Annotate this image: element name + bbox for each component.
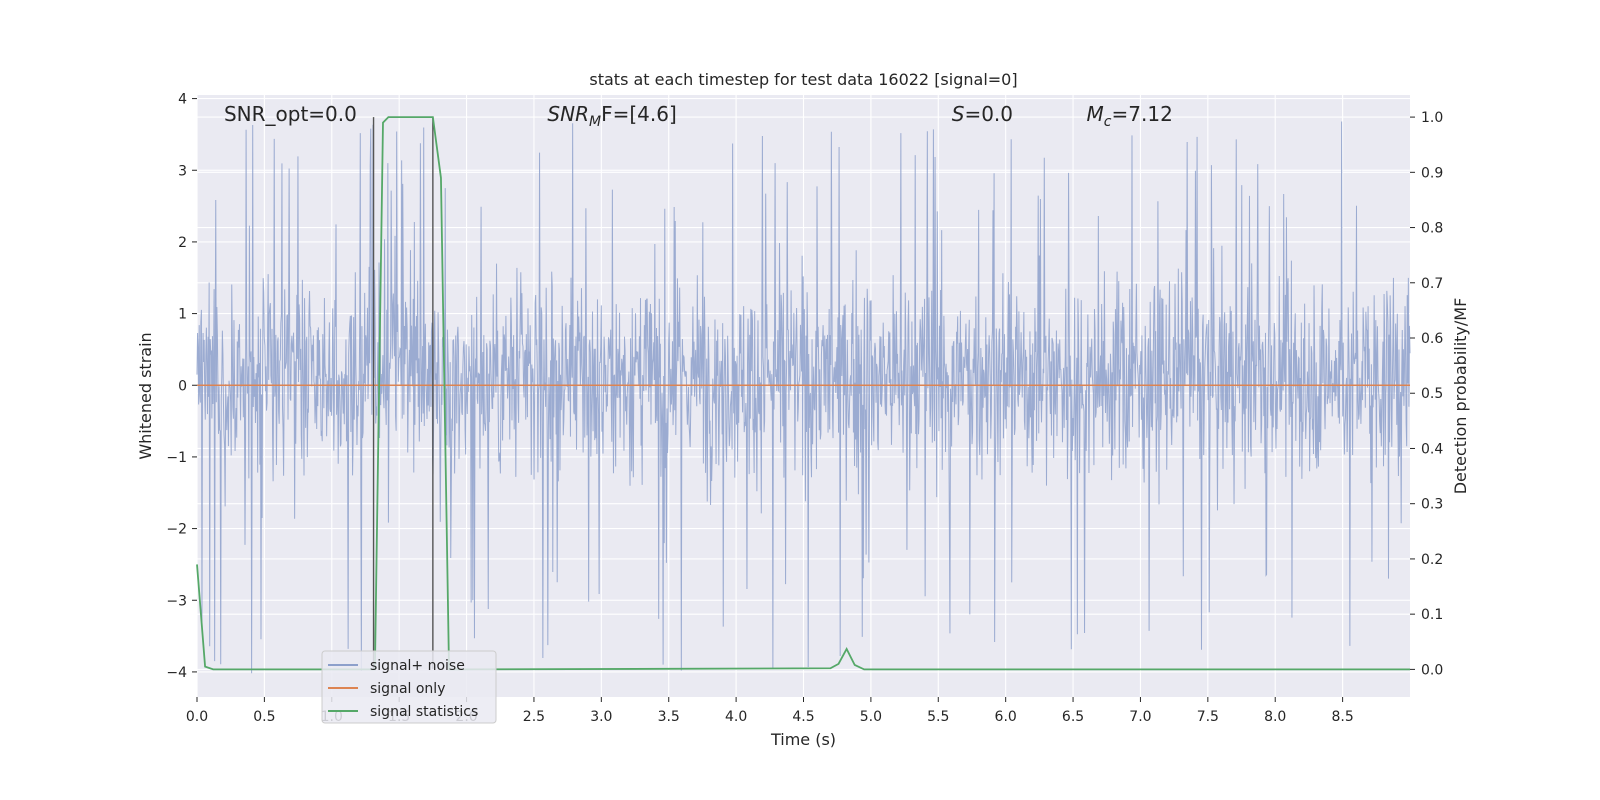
x-tick-label-16: 8.0 bbox=[1264, 709, 1286, 725]
series-signal-statistics bbox=[196, 116, 1410, 671]
chart-title: stats at each timestep for test data 160… bbox=[589, 70, 1017, 89]
y-right-tick-label-8: 0.8 bbox=[1421, 221, 1443, 237]
annotation-mc-text: =7.12 bbox=[1112, 102, 1173, 126]
x-tick-label-17: 8.5 bbox=[1331, 709, 1353, 725]
y-left-tick-label-4: 0 bbox=[178, 378, 187, 394]
annotation-mc-prefix: M bbox=[1087, 102, 1104, 126]
y-right-tick-label-7: 0.7 bbox=[1421, 276, 1443, 292]
y-right-tick-label-4: 0.4 bbox=[1421, 441, 1443, 457]
x-tick-label-8: 4.0 bbox=[725, 709, 747, 725]
annotation-snr-opt: SNR_opt=0.0 bbox=[224, 102, 357, 126]
y-left-tick-label-8: 4 bbox=[178, 92, 187, 108]
annotation-snr-opt-text: SNR_opt=0.0 bbox=[224, 102, 357, 126]
x-tick-label-5: 2.5 bbox=[523, 709, 545, 725]
y-right-tick-label-5: 0.5 bbox=[1421, 386, 1443, 402]
y-left-tick-label-6: 2 bbox=[178, 235, 187, 251]
series-layer bbox=[196, 116, 1411, 674]
y-right-tick-label-1: 0.1 bbox=[1421, 607, 1443, 623]
vertical-markers bbox=[372, 117, 434, 669]
x-tick-label-7: 3.5 bbox=[658, 709, 680, 725]
y-left-tick-label-0: −4 bbox=[166, 665, 187, 681]
annotation-s: S=0.0 bbox=[952, 102, 1013, 126]
annotation-mc: Mc=7.12 bbox=[1087, 102, 1173, 130]
y-right-tick-label-10: 1.0 bbox=[1421, 110, 1443, 126]
y-axis-right-label: Detection probability/MF bbox=[1451, 298, 1470, 495]
x-tick-label-1: 0.5 bbox=[253, 709, 275, 725]
y-right-tick-label-9: 0.9 bbox=[1421, 165, 1443, 181]
ticks: 0.00.51.01.52.02.53.03.54.04.55.05.56.06… bbox=[166, 92, 1443, 725]
legend-label-signal-statistics: signal statistics bbox=[370, 704, 478, 720]
annotation-mc-sub: c bbox=[1104, 114, 1112, 130]
y-left-tick-label-3: −1 bbox=[166, 450, 187, 466]
x-tick-label-0: 0.0 bbox=[186, 709, 208, 725]
x-tick-label-6: 3.0 bbox=[590, 709, 612, 725]
annotation-s-prefix: S bbox=[952, 102, 965, 126]
y-axis-left-label: Whitened strain bbox=[136, 332, 155, 459]
x-axis-label: Time (s) bbox=[770, 730, 836, 749]
y-right-tick-label-2: 0.2 bbox=[1421, 552, 1443, 568]
x-tick-label-15: 7.5 bbox=[1197, 709, 1219, 725]
x-tick-label-9: 4.5 bbox=[792, 709, 814, 725]
annotations: SNR_opt=0.0 SNRMF=[4.6] S=0.0 Mc=7.12 bbox=[224, 102, 1173, 130]
y-left-tick-label-5: 1 bbox=[178, 307, 187, 323]
x-tick-label-13: 6.5 bbox=[1062, 709, 1084, 725]
legend-box bbox=[321, 650, 497, 724]
y-left-tick-label-1: −3 bbox=[166, 593, 187, 609]
y-right-tick-label-3: 0.3 bbox=[1421, 497, 1443, 513]
x-tick-label-14: 7.0 bbox=[1129, 709, 1151, 725]
y-left-tick-label-7: 3 bbox=[178, 163, 187, 179]
annotation-s-text: =0.0 bbox=[964, 102, 1013, 126]
y-right-tick-label-6: 0.6 bbox=[1421, 331, 1443, 347]
y-left-tick-label-2: −2 bbox=[166, 522, 187, 538]
x-tick-label-10: 5.0 bbox=[860, 709, 882, 725]
x-tick-label-12: 6.0 bbox=[995, 709, 1017, 725]
annotation-snr-mf-sub: M bbox=[589, 114, 601, 130]
annotation-snr-mf-text: F=[4.6] bbox=[601, 102, 677, 126]
legend: signal+ noise signal only signal statist… bbox=[321, 650, 497, 724]
x-tick-label-11: 5.5 bbox=[927, 709, 949, 725]
y-right-tick-label-0: 0.0 bbox=[1421, 662, 1443, 678]
legend-label-signal-only: signal only bbox=[370, 681, 445, 697]
annotation-snr-mf-prefix: SNR bbox=[547, 102, 589, 126]
annotation-snr-mf: SNRMF=[4.6] bbox=[547, 102, 676, 130]
series-signal-noise bbox=[196, 121, 1411, 674]
legend-label-signal-noise: signal+ noise bbox=[370, 658, 465, 674]
